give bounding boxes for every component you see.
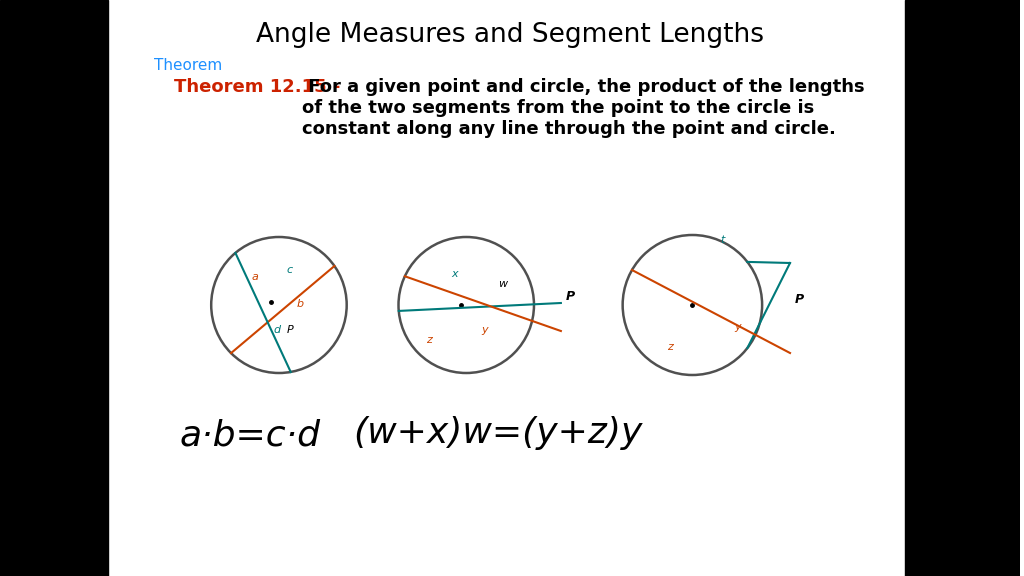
Text: w: w — [498, 279, 507, 289]
Text: Angle Measures and Segment Lengths: Angle Measures and Segment Lengths — [256, 22, 764, 48]
Text: x: x — [452, 269, 458, 279]
Text: Theorem 12.15 -: Theorem 12.15 - — [174, 78, 341, 96]
Text: (w+x)w=(y+z)y: (w+x)w=(y+z)y — [353, 416, 643, 450]
Text: z: z — [426, 335, 432, 345]
Text: z: z — [668, 342, 674, 352]
Text: c: c — [287, 265, 293, 275]
Text: b: b — [297, 299, 304, 309]
Bar — [0, 0, 108, 576]
Text: P: P — [566, 290, 575, 303]
Text: y: y — [734, 322, 740, 332]
Text: d: d — [274, 325, 282, 335]
Text: a: a — [251, 272, 258, 282]
Text: y: y — [481, 325, 487, 335]
Text: P: P — [287, 325, 294, 335]
Text: Theorem: Theorem — [155, 58, 222, 73]
Text: t: t — [720, 235, 725, 245]
Bar — [904, 0, 1020, 576]
Text: For a given point and circle, the product of the lengths
of the two segments fro: For a given point and circle, the produc… — [302, 78, 864, 138]
Text: P: P — [795, 293, 804, 306]
Text: a·b=c·d: a·b=c·d — [179, 418, 321, 452]
